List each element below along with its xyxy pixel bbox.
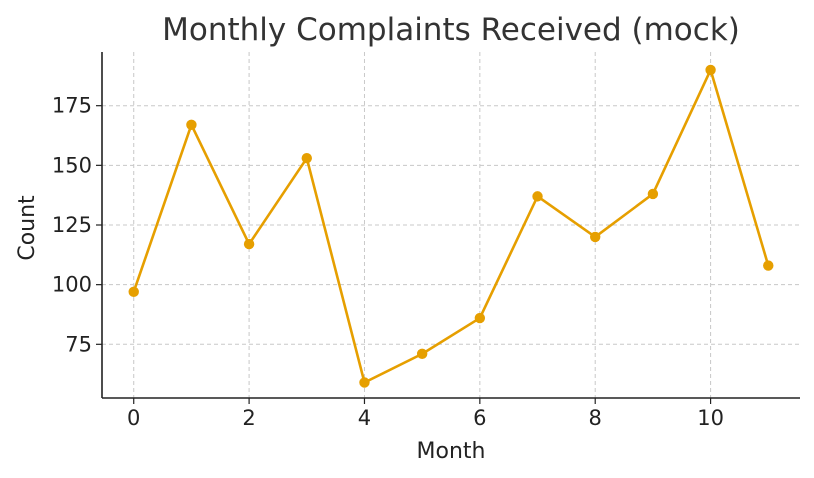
x-tick-label: 6	[473, 406, 486, 430]
data-point	[590, 231, 601, 243]
grid-lines	[102, 52, 800, 398]
y-tick-label: 175	[52, 94, 92, 118]
x-tick-label: 0	[127, 406, 140, 430]
x-tick-label: 4	[358, 406, 371, 430]
data-point	[763, 260, 774, 271]
x-tick-label: 10	[697, 406, 724, 430]
y-tick-label: 150	[52, 153, 92, 177]
x-tick-label: 2	[242, 406, 255, 430]
series	[128, 64, 774, 388]
data-point	[532, 191, 543, 202]
y-axis-label: Count	[15, 195, 40, 261]
data-point	[243, 238, 255, 250]
data-point	[186, 119, 197, 130]
data-point	[416, 348, 428, 360]
data-point	[359, 377, 370, 388]
chart-title: Monthly Complaints Received (mock)	[162, 12, 740, 48]
data-point	[647, 188, 659, 200]
data-point	[474, 312, 486, 324]
data-point	[705, 64, 716, 76]
x-tick-label: 8	[589, 406, 602, 430]
data-point	[301, 152, 312, 164]
data-point	[128, 286, 139, 298]
x-axis-label: Month	[417, 439, 486, 464]
ticks: 0 2 4 6 8 10 75 100 125 150 175	[52, 94, 724, 430]
y-tick-label: 75	[65, 332, 92, 356]
series-line	[132, 68, 770, 384]
y-tick-label: 100	[52, 273, 92, 297]
y-tick-label: 125	[52, 213, 92, 237]
